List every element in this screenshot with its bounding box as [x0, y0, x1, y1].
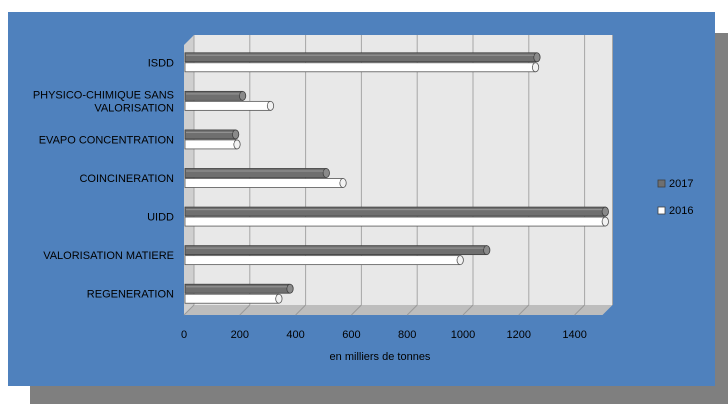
bar-2017	[184, 283, 291, 294]
bar-cap-2016	[531, 62, 540, 73]
x-tick-label: 1400	[562, 329, 586, 341]
bar-cap-2017	[601, 206, 609, 217]
bar-2016	[184, 62, 536, 73]
floor-gridline	[574, 304, 585, 316]
bar-cap-2017	[238, 90, 247, 101]
x-axis-title: en milliers de tonnes	[330, 351, 431, 363]
x-tick-label: 1200	[507, 329, 531, 341]
bar-2016	[184, 216, 606, 227]
bar-cap-2016	[456, 255, 464, 266]
category-label: COINCINERATION	[79, 173, 174, 185]
x-tick-label: 0	[181, 329, 187, 341]
bar-cap-2016	[601, 216, 609, 227]
plot-floor	[184, 305, 613, 315]
bar-2017	[184, 168, 327, 178]
bar-2017	[184, 129, 237, 140]
x-tick-label: 1000	[451, 329, 475, 341]
legend-label-2016: 2016	[669, 205, 693, 217]
bar-cap-2017	[322, 168, 330, 178]
legend-swatch-2017	[657, 179, 666, 188]
legend-label-2017: 2017	[669, 178, 693, 190]
bar-2016	[184, 139, 238, 150]
category-label: PHYSICO-CHIMIQUE SANS	[33, 89, 174, 101]
bar-cap-2016	[266, 100, 275, 111]
bar-2016	[184, 255, 461, 266]
floor-gridline	[406, 304, 418, 316]
bar-cap-2017	[232, 129, 240, 140]
category-label: UIDD	[147, 212, 174, 224]
x-tick-label: 800	[398, 329, 416, 341]
x-tick-label: 200	[231, 329, 249, 341]
bar-cap-2017	[286, 283, 294, 294]
bar-cap-2016	[233, 139, 241, 150]
bar-cap-2017	[483, 245, 491, 256]
legend-swatch-2016	[657, 206, 666, 215]
bar-2016	[184, 178, 344, 188]
floor-gridline	[462, 304, 474, 316]
plot-back-wall	[194, 35, 613, 305]
x-tick-label: 400	[286, 329, 304, 341]
bar-2016	[184, 100, 271, 111]
category-label: EVAPO CONCENTRATION	[39, 134, 174, 146]
category-label: ISDD	[148, 57, 174, 69]
bar-2017	[184, 52, 538, 63]
floor-gridline	[295, 304, 306, 316]
bar-2017	[184, 206, 606, 217]
category-label: VALORISATION	[94, 102, 174, 114]
floor-gridline	[239, 304, 251, 316]
bar-2017	[184, 90, 243, 101]
floor-gridline	[518, 304, 530, 316]
x-tick-label: 600	[342, 329, 360, 341]
category-label: VALORISATION MATIERE	[43, 250, 174, 262]
bar-2016	[184, 293, 280, 304]
floor-gridline	[183, 304, 195, 316]
bar-cap-2016	[275, 293, 283, 304]
bar-2017	[184, 245, 488, 256]
bar-cap-2017	[533, 52, 541, 63]
floor-gridline	[351, 304, 362, 316]
category-label: REGENERATION	[87, 289, 174, 301]
bar-cap-2016	[339, 178, 347, 188]
